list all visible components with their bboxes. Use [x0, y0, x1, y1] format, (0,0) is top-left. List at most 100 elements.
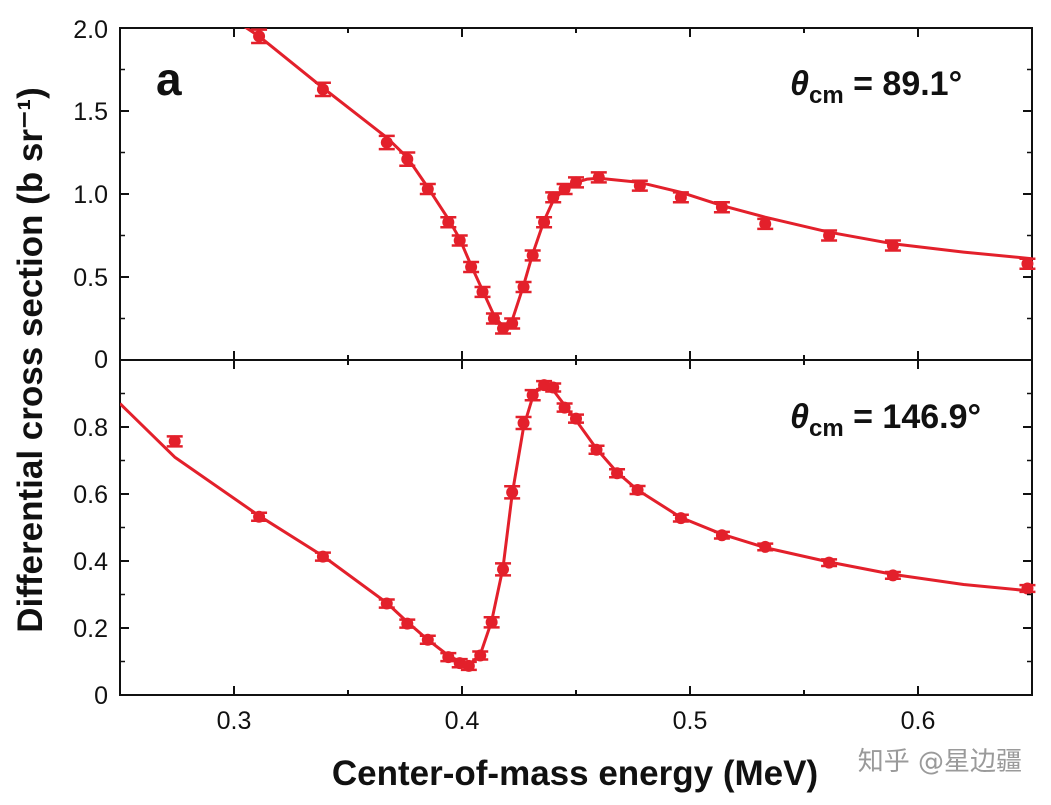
panel-bottom-point-3: [378, 597, 395, 610]
data-marker: [442, 216, 455, 229]
panel-top-point-22: [757, 217, 774, 231]
data-marker: [823, 556, 836, 569]
data-marker: [759, 217, 772, 230]
panel-top-point-2: [378, 134, 395, 151]
panel-top-point-21: [713, 201, 730, 214]
panel-top-point-10: [495, 322, 512, 335]
data-marker: [759, 540, 772, 553]
data-marker: [570, 176, 582, 189]
panel-bottom-point-2: [314, 550, 331, 563]
panel-bottom-point-21: [629, 483, 646, 496]
panel-top-angle-subscript: cm: [809, 82, 844, 109]
data-marker: [253, 30, 266, 43]
data-marker: [674, 191, 687, 204]
panel-bottom-point-25: [821, 556, 838, 569]
panel-top-point-19: [631, 179, 648, 192]
panel-bottom-angle-value: = 146.9°: [844, 398, 981, 436]
data-points: [166, 28, 1036, 672]
panel-bottom-point-17: [556, 401, 573, 414]
axes: 0 0.5 1.0 1.5 2.0 0 0.2 0.4 0.6 0.8 0.3 0.4 0.5 0.6: [73, 16, 1033, 735]
panel-bottom-y-tick-label: 0: [94, 682, 108, 710]
data-marker: [823, 229, 836, 242]
data-marker: [590, 443, 603, 456]
data-marker: [1021, 582, 1034, 595]
data-marker: [886, 239, 899, 252]
panel-bottom-point-12: [504, 485, 521, 500]
panel-bottom-point-16: [545, 381, 562, 394]
data-marker: [674, 512, 687, 525]
x-tick-label: 0.5: [673, 707, 708, 735]
data-marker: [401, 617, 414, 630]
data-marker: [526, 389, 539, 402]
panel-top-angle-value: = 89.1°: [844, 65, 963, 103]
watermark: 知乎 @星边疆: [858, 747, 1022, 777]
data-marker: [517, 280, 530, 293]
data-marker: [380, 597, 393, 610]
data-marker: [570, 412, 582, 425]
data-marker: [633, 179, 646, 192]
x-axis-title: Center-of-mass energy (MeV): [332, 754, 818, 793]
panel-bottom-angle-subscript: cm: [809, 415, 844, 442]
data-marker: [401, 153, 414, 166]
panel-bottom-point-23: [713, 529, 730, 542]
x-tick-label: 0.6: [901, 707, 936, 735]
data-marker: [1021, 257, 1034, 270]
panel-top-point-12: [515, 280, 532, 294]
y-axis-title: Differential cross section (b sr⁻¹): [11, 87, 50, 633]
panel-bottom-y-tick-label: 0.8: [73, 414, 108, 442]
data-marker: [506, 486, 519, 499]
panel-bottom-point-20: [609, 467, 626, 480]
panel-top-point-14: [536, 215, 553, 229]
panel-top-point-15: [545, 191, 562, 204]
panel-bottom-y-tick-label: 0.4: [73, 548, 108, 576]
data-marker: [421, 633, 434, 646]
data-marker: [487, 312, 500, 325]
panel-bottom-point-11: [495, 562, 512, 577]
panel-top-point-23: [821, 229, 838, 242]
data-marker: [453, 234, 466, 247]
data-marker: [476, 285, 489, 298]
panel-bottom-point-1: [251, 510, 268, 523]
data-marker: [538, 379, 551, 392]
panel-bottom-angle-symbol: θ: [790, 398, 809, 436]
data-marker: [497, 563, 510, 576]
x-tick-label: 0.3: [217, 707, 252, 735]
panel-bottom-point-14: [524, 388, 541, 402]
panel-bottom-angle-label: θcm = 146.9°: [790, 398, 981, 442]
panel-bottom-point-6: [440, 651, 457, 664]
data-marker: [547, 381, 560, 394]
data-marker: [462, 659, 475, 672]
data-marker: [611, 467, 624, 480]
panel-top-point-25: [1019, 257, 1036, 270]
panel-bottom-point-5: [419, 633, 436, 646]
data-marker: [474, 649, 487, 662]
panel-top-point-3: [399, 151, 416, 168]
panel-top-y-tick-label: 1.0: [73, 181, 108, 209]
data-marker: [547, 191, 560, 204]
data-marker: [316, 83, 329, 96]
panel-top-angle-symbol: θ: [790, 65, 809, 103]
panel-top-point-18: [590, 171, 607, 184]
data-marker: [465, 261, 478, 274]
panel-top-y-tick-label: 2.0: [73, 16, 108, 44]
data-marker: [538, 216, 551, 229]
panel-bottom-point-9: [472, 649, 489, 662]
panel-top-point-5: [440, 215, 457, 229]
panel-bottom-point-13: [515, 415, 532, 431]
panel-bottom-point-10: [483, 616, 500, 629]
fit-curves: [120, 28, 1032, 667]
data-marker: [526, 249, 539, 262]
panel-top-point-16: [556, 182, 573, 196]
data-marker: [631, 483, 644, 496]
data-marker: [453, 657, 466, 670]
panel-top-point-8: [474, 285, 491, 299]
panel-bottom-point-4: [399, 617, 416, 630]
panel-top-point-1: [314, 81, 331, 98]
data-marker: [886, 569, 899, 582]
panel-bottom-point-18: [568, 412, 584, 425]
panel-top-point-7: [463, 260, 480, 274]
data-marker: [253, 510, 266, 523]
panel-top-point-6: [451, 234, 468, 247]
data-marker: [168, 435, 181, 448]
